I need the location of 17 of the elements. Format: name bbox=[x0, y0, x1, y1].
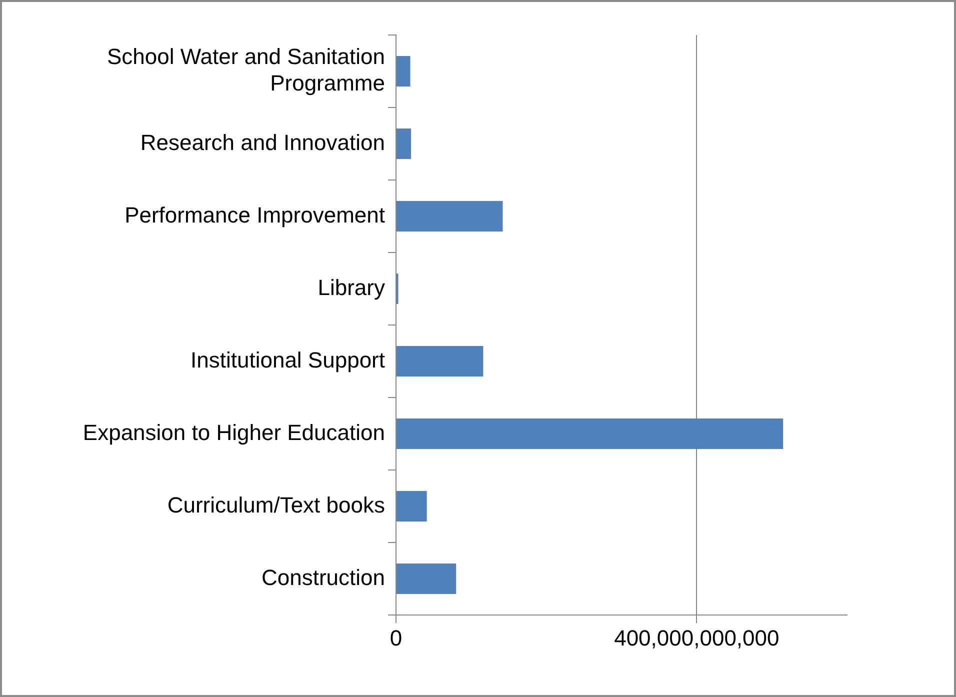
y-tick-label: School Water and Sanitation Programme bbox=[106, 44, 385, 96]
bar bbox=[396, 201, 503, 232]
bar bbox=[396, 418, 784, 449]
y-tick-label: Library bbox=[318, 274, 385, 300]
y-tick-label: Performance Improvement bbox=[124, 202, 385, 228]
bar bbox=[396, 128, 412, 159]
y-tick-label: Research and Innovation bbox=[140, 130, 385, 155]
bar bbox=[396, 491, 427, 522]
x-tick-label: 400,000,000,000 bbox=[614, 625, 780, 650]
bar bbox=[396, 56, 410, 86]
y-tick-label: Institutional Support bbox=[190, 347, 385, 372]
y-tick-label: Construction bbox=[261, 564, 385, 590]
y-tick-label: Expansion to Higher Education bbox=[82, 420, 385, 445]
x-tick-label: 0 bbox=[390, 625, 402, 650]
bar bbox=[396, 564, 456, 594]
bar bbox=[396, 346, 484, 376]
y-tick-label: Curriculum/Text books bbox=[167, 492, 385, 518]
